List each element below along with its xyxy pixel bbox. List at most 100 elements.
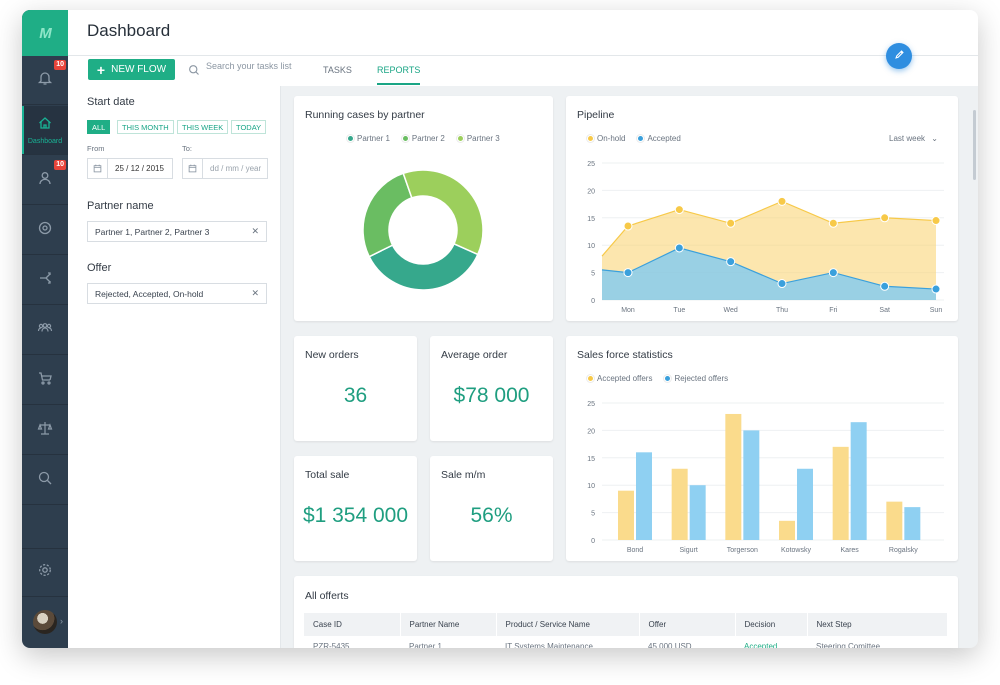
cell-product: IT Systems Maintenance — [505, 641, 593, 649]
table-header-row: Case ID Partner Name Product / Service N… — [304, 613, 948, 636]
pipeline-legend: On-hold Accepted — [587, 134, 681, 143]
sale-mm-value: 56% — [470, 504, 513, 527]
bar-accepted-offers — [832, 446, 849, 540]
search-input[interactable] — [206, 61, 306, 71]
new-flow-button[interactable]: + NEW FLOW — [88, 59, 175, 80]
scrollbar[interactable] — [973, 110, 976, 180]
x-tick-label: Kotowsky — [781, 547, 811, 554]
chip-today[interactable]: TODAY — [231, 120, 267, 134]
legend-label: Partner 2 — [411, 134, 445, 143]
avatar[interactable] — [33, 610, 57, 634]
range-dropdown[interactable]: Last week ⌄ — [889, 134, 938, 143]
col-case-id[interactable]: Case ID — [304, 613, 401, 636]
sidebar-item-shop[interactable] — [22, 356, 68, 405]
sales-force-chart: 0 5 10 15 20 25 Bond Sigurt Torgerson Kotowsky Kar… — [587, 401, 944, 554]
sidebar-item-dashboard[interactable]: Dashboard — [22, 106, 68, 155]
bar-accepted-offers — [671, 468, 688, 540]
legend-dot — [587, 135, 594, 142]
point-accepted — [674, 243, 684, 253]
chip-this-month[interactable]: THIS MONTH — [117, 120, 174, 134]
chip-this-week[interactable]: THIS WEEK — [177, 120, 229, 134]
tab-reports[interactable]: REPORTS — [377, 65, 421, 85]
to-label: To: — [182, 144, 193, 153]
donut-chart — [362, 169, 484, 291]
sidebar-item-view[interactable] — [22, 206, 68, 255]
partner-select[interactable]: Partner 1, Partner 2, Partner 3 ✕ — [87, 221, 267, 242]
clear-icon[interactable]: ✕ — [251, 226, 259, 236]
point-on-hold — [623, 221, 633, 231]
bar-accepted-offers — [725, 413, 742, 540]
sales-force-card: Sales force statistics Accepted offers R… — [566, 336, 958, 561]
cell-partner: Partner 1 — [409, 641, 442, 649]
team-icon — [37, 320, 53, 341]
tab-tasks[interactable]: TASKS — [323, 65, 352, 75]
chevron-right-icon[interactable]: › — [60, 616, 63, 626]
offer-select[interactable]: Rejected, Accepted, On-hold ✕ — [87, 283, 267, 304]
sidebar-item-users[interactable]: 10 — [22, 156, 68, 205]
legend-partner-1: Partner 1 — [347, 134, 390, 143]
sidebar-item-search[interactable] — [22, 456, 68, 505]
from-label: From — [87, 144, 105, 153]
y-tick-label: 20 — [587, 188, 595, 195]
x-tick-label: Thu — [776, 307, 788, 314]
legend-accepted-offers: Accepted offers — [587, 374, 652, 383]
y-tick-label: 0 — [591, 298, 595, 305]
from-date-field[interactable]: 25 / 12 / 2015 — [87, 158, 173, 179]
legend-partner-3: Partner 3 — [456, 134, 500, 143]
x-tick-label: Torgerson — [727, 547, 758, 554]
clear-icon[interactable]: ✕ — [251, 288, 259, 298]
bar-accepted-offers — [618, 490, 634, 540]
sidebar-item-legal[interactable] — [22, 406, 68, 455]
to-date-field[interactable]: dd / mm / year — [182, 158, 268, 179]
app-logo[interactable]: M — [22, 10, 68, 56]
col-next-step[interactable]: Next Step — [807, 613, 948, 636]
legend-label: Rejected offers — [674, 374, 729, 383]
donut-slice-1 — [368, 242, 479, 291]
offers-table: Case ID Partner Name Product / Service N… — [304, 613, 948, 648]
legend-partner-2: Partner 2 — [401, 134, 445, 143]
sidebar-item-team[interactable] — [22, 306, 68, 355]
x-tick-label: Sat — [879, 307, 890, 314]
table-row[interactable]: PZR-5435 Partner 1 IT Systems Maintenanc… — [304, 636, 948, 649]
running-cases-card: Running cases by partner Partner 1 Partn… — [294, 96, 553, 321]
col-offer[interactable]: Offer — [639, 613, 736, 636]
point-on-hold — [828, 218, 838, 228]
pipeline-card: Pipeline On-hold Accepted Last week ⌄ 0 5… — [566, 96, 958, 321]
col-partner-name[interactable]: Partner Name — [400, 613, 497, 636]
home-icon — [37, 115, 53, 136]
x-tick-label: Sigurt — [680, 547, 698, 554]
chip-all[interactable]: ALL — [87, 120, 111, 134]
new-flow-label: NEW FLOW — [111, 64, 167, 75]
bar-rejected-offers — [689, 485, 706, 540]
legend-label: Partner 1 — [357, 134, 390, 143]
col-decision[interactable]: Decision — [735, 613, 808, 636]
donut-slice-2 — [362, 172, 413, 258]
bar-rejected-offers — [797, 468, 813, 540]
y-tick-label: 10 — [587, 243, 595, 250]
sidebar-item-notifications[interactable]: 10 — [22, 56, 68, 105]
legend-dot — [664, 375, 672, 382]
legend-label: On-hold — [597, 134, 626, 143]
all-offers-card: All offerts Case ID Partner Name Product… — [294, 576, 958, 648]
average-order-value: $78 000 — [453, 384, 530, 407]
y-tick-label: 25 — [587, 401, 595, 408]
page-title: Dashboard — [87, 21, 171, 40]
point-accepted — [726, 257, 736, 267]
point-on-hold — [777, 196, 787, 206]
scale-icon — [37, 420, 53, 441]
bar-accepted-offers — [779, 520, 795, 540]
plus-icon: + — [96, 61, 106, 78]
bar-rejected-offers — [636, 452, 652, 540]
line-on-hold — [601, 200, 937, 257]
sidebar-item-flows[interactable] — [22, 256, 68, 305]
new-orders-label: New orders — [305, 349, 359, 361]
edit-button[interactable] — [886, 43, 912, 69]
cart-icon — [37, 370, 53, 391]
x-tick-label: Mon — [621, 307, 635, 314]
running-cases-title: Running cases by partner — [305, 109, 425, 121]
sidebar-item-settings[interactable] — [22, 548, 68, 597]
x-tick-label: Tue — [673, 307, 685, 314]
partner-select-value: Partner 1, Partner 2, Partner 3 — [95, 226, 210, 237]
running-cases-legend: Partner 1 Partner 2 Partner 3 — [347, 134, 500, 143]
col-product[interactable]: Product / Service Name — [496, 613, 640, 636]
